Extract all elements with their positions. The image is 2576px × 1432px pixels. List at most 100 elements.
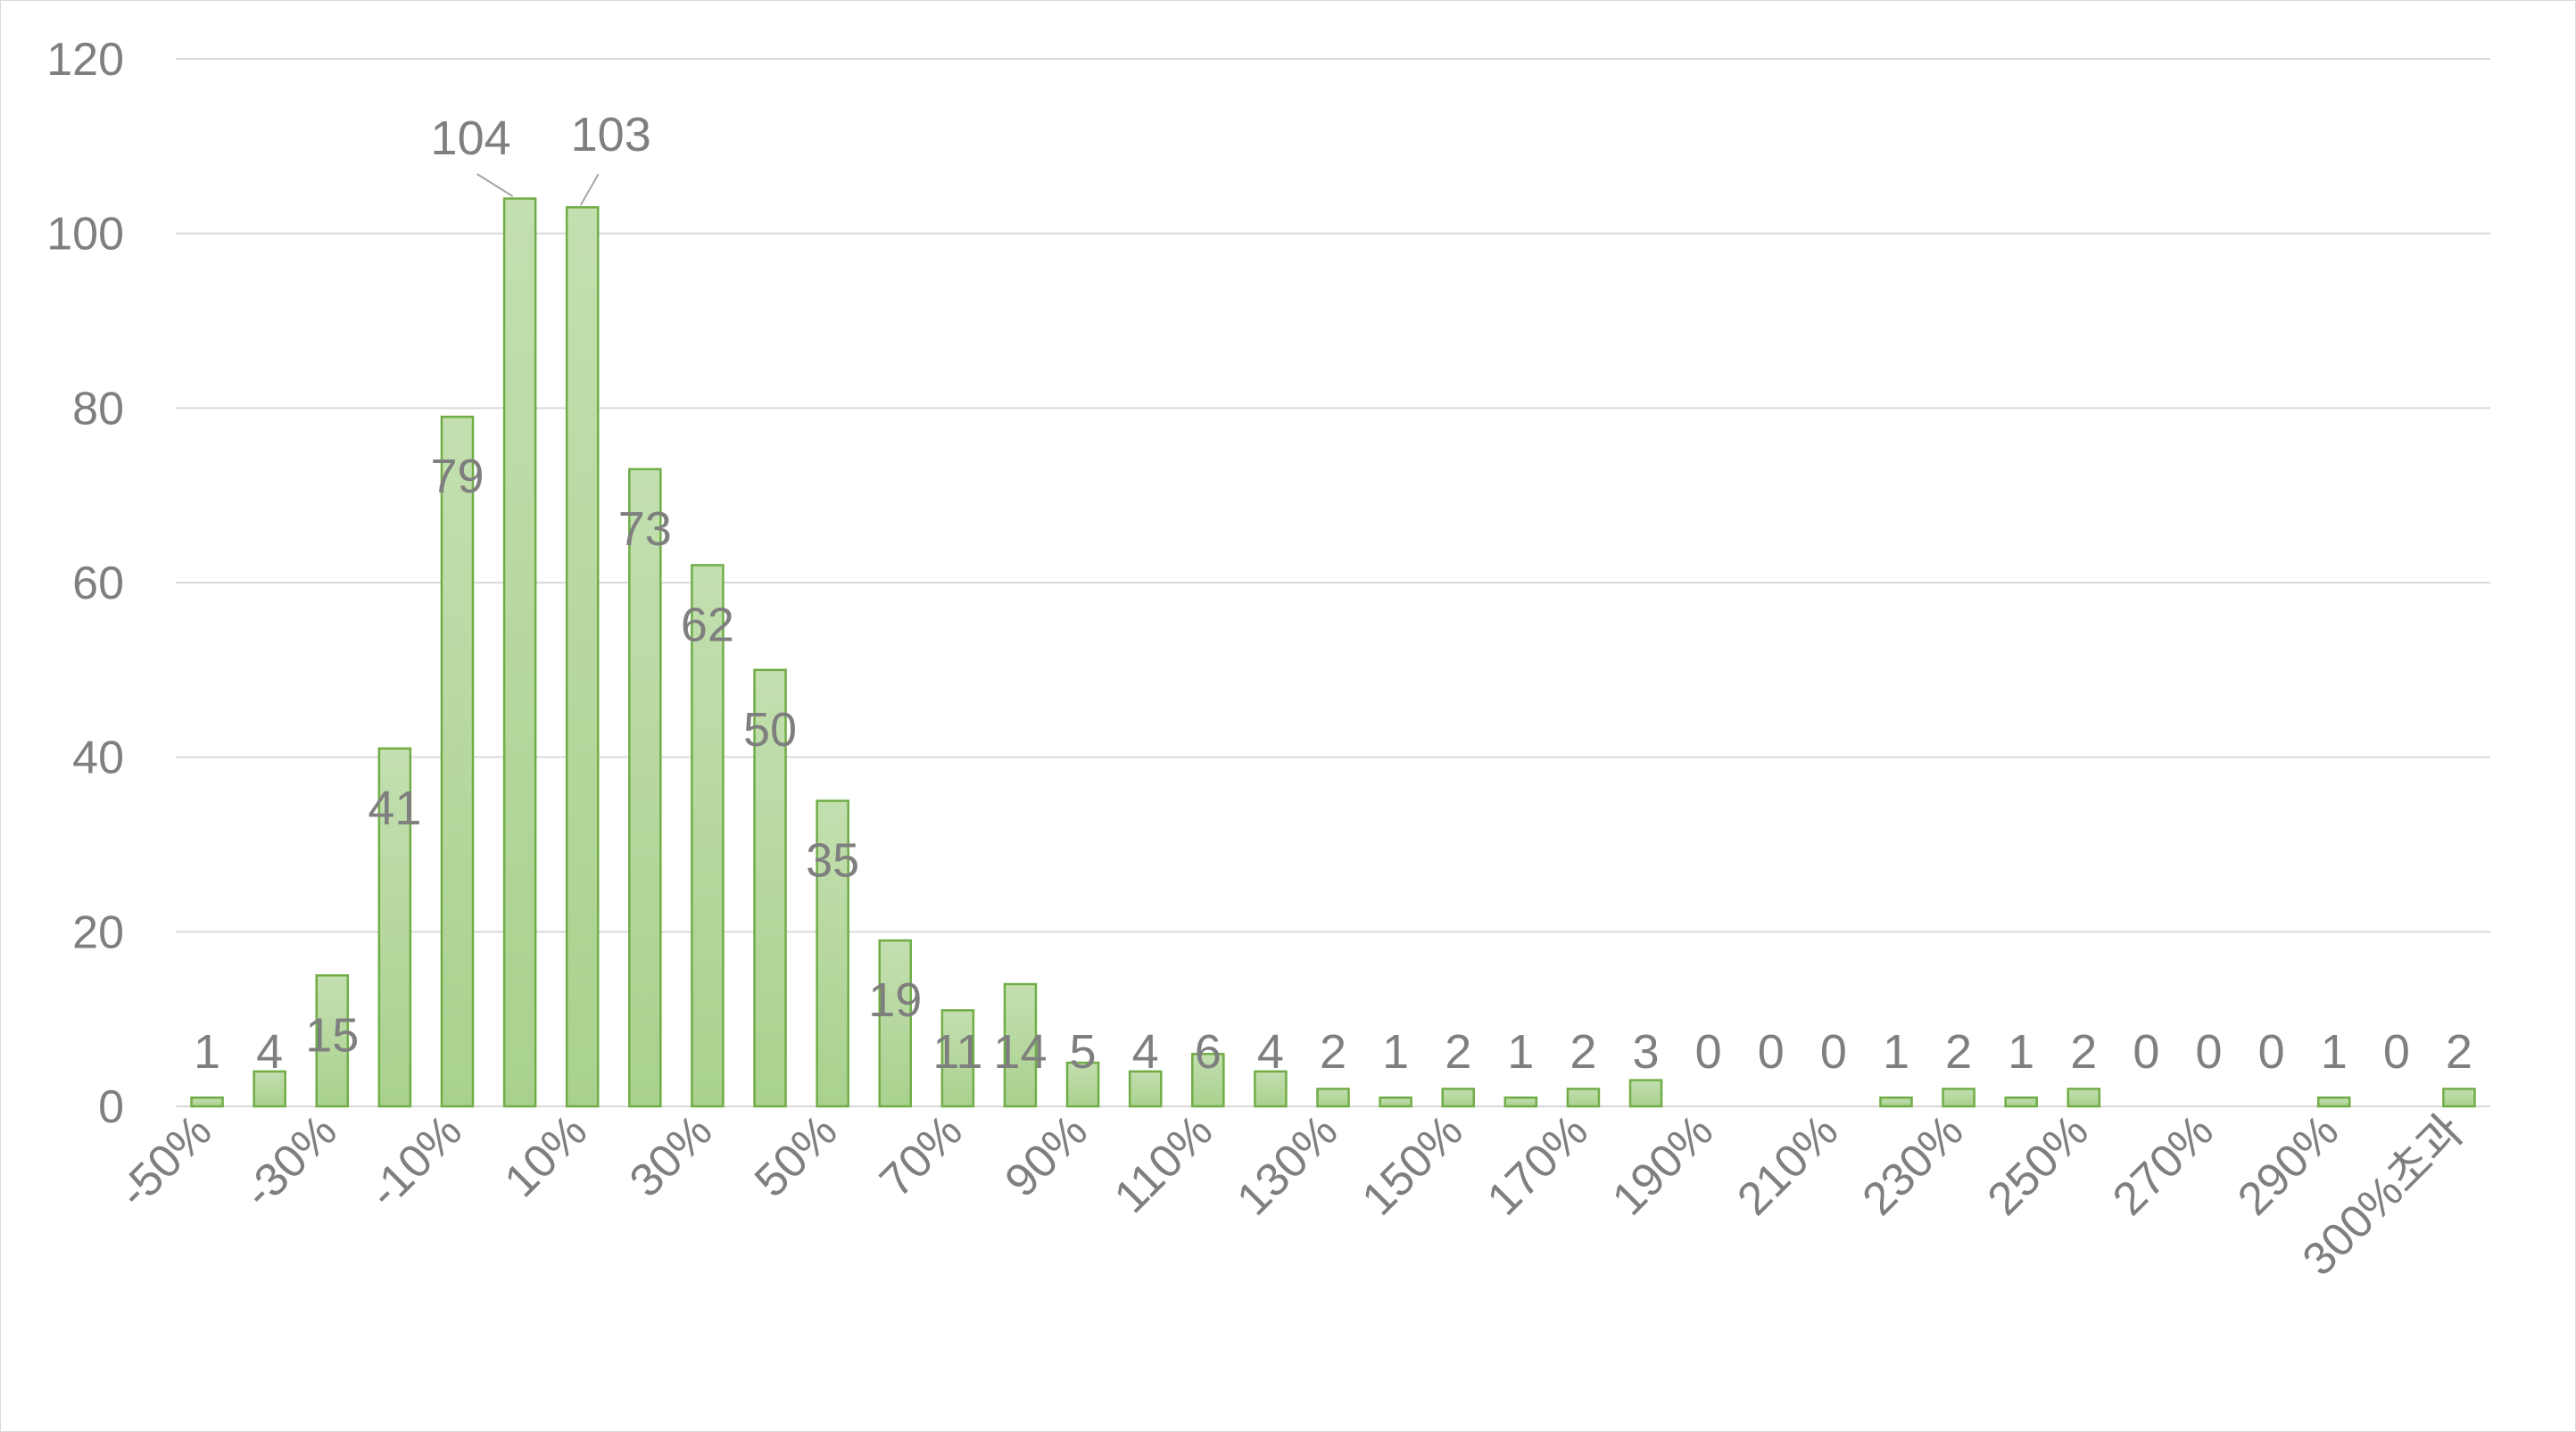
bar — [1065, 1061, 1100, 1108]
bar — [753, 668, 787, 1108]
data-label: 103 — [571, 108, 651, 161]
bar — [878, 939, 913, 1108]
bar — [1503, 1096, 1538, 1108]
y-tick-label: 100 — [46, 209, 124, 261]
bar — [1379, 1096, 1412, 1108]
gridlines — [176, 58, 2490, 1107]
x-tick-label: 290% — [2228, 1105, 2348, 1225]
x-tick-label: 210% — [1727, 1105, 1848, 1225]
x-tick-label: 250% — [1978, 1105, 2099, 1225]
data-label: 1 — [1382, 1025, 1409, 1079]
bar — [2316, 1096, 2351, 1108]
data-label: 1 — [1507, 1025, 1534, 1079]
bar — [502, 197, 537, 1108]
bar — [1566, 1088, 1601, 1108]
x-tick-label: -50% — [109, 1105, 222, 1218]
data-label: 5 — [1070, 1025, 1097, 1079]
bar — [253, 1070, 286, 1108]
leader-line — [476, 173, 514, 197]
data-label: 6 — [1195, 1025, 1222, 1079]
x-tick-label: 110% — [1105, 1105, 1222, 1222]
bar — [1316, 1088, 1350, 1108]
bar — [1128, 1070, 1163, 1108]
data-label: 50 — [743, 703, 797, 757]
x-tick-label: 50% — [745, 1105, 848, 1207]
bar — [1191, 1053, 1225, 1108]
y-tick-label: 40 — [72, 733, 124, 784]
x-tick-label: 150% — [1353, 1105, 1473, 1225]
bar — [691, 564, 725, 1108]
bar — [1441, 1088, 1475, 1108]
data-label: 104 — [431, 112, 511, 165]
x-tick-label: 170% — [1478, 1105, 1598, 1225]
data-label: 4 — [1257, 1025, 1284, 1079]
x-tick-label: 30% — [620, 1105, 723, 1207]
data-label: 2 — [1320, 1025, 1346, 1079]
y-tick-label: 80 — [72, 383, 124, 435]
data-label: 0 — [1820, 1025, 1847, 1079]
data-label: 1 — [2008, 1025, 2034, 1079]
data-label: 15 — [305, 1008, 359, 1062]
y-tick-label: 0 — [98, 1081, 124, 1133]
data-label: 2 — [1570, 1025, 1596, 1079]
data-label: 19 — [868, 973, 922, 1027]
bar — [1254, 1070, 1288, 1108]
data-label: 35 — [806, 834, 859, 888]
x-tick-label: 70% — [870, 1105, 973, 1207]
data-label: 0 — [2383, 1025, 2410, 1079]
data-label: 11 — [932, 1025, 982, 1079]
data-label: 4 — [1132, 1025, 1159, 1079]
bar — [628, 468, 662, 1108]
bar — [1003, 982, 1038, 1108]
x-tick-label: 190% — [1603, 1105, 1723, 1225]
bar — [2004, 1096, 2038, 1108]
bar — [1879, 1096, 1913, 1108]
data-label: 0 — [2258, 1025, 2285, 1079]
data-label: 2 — [1445, 1025, 1471, 1079]
bar — [2067, 1088, 2101, 1108]
bar — [2442, 1088, 2476, 1108]
x-tick-label: 90% — [995, 1105, 1097, 1207]
data-label: 62 — [681, 598, 734, 651]
x-tick-label: 270% — [2103, 1105, 2224, 1225]
data-label: 3 — [1633, 1025, 1660, 1079]
x-tick-label: 230% — [1853, 1105, 1974, 1225]
data-label: 79 — [430, 450, 484, 503]
data-label: 0 — [1758, 1025, 1785, 1079]
data-label: 14 — [993, 1025, 1047, 1079]
bar — [816, 799, 849, 1108]
data-label: 1 — [194, 1025, 220, 1079]
x-tick-label: -30% — [234, 1105, 347, 1218]
leader-line — [579, 173, 600, 206]
bar — [190, 1096, 224, 1108]
x-tick-label: -10% — [359, 1105, 472, 1218]
bar — [1942, 1088, 1975, 1108]
data-label: 73 — [618, 502, 672, 556]
bar — [377, 747, 412, 1108]
y-tick-label: 120 — [46, 34, 124, 86]
data-label: 1 — [1883, 1025, 1909, 1079]
data-label: 2 — [2446, 1025, 2472, 1079]
bars — [190, 197, 2476, 1108]
y-tick-label: 60 — [72, 558, 124, 609]
data-label: 4 — [256, 1025, 283, 1079]
x-tick-label: 130% — [1227, 1105, 1347, 1225]
y-axis-ticks: 0 20 40 60 80 100 120 — [46, 34, 124, 1133]
data-label: 41 — [368, 782, 421, 835]
data-label: 2 — [2070, 1025, 2097, 1079]
bar — [440, 415, 475, 1108]
y-tick-label: 20 — [72, 906, 124, 958]
bar — [565, 206, 600, 1108]
data-label: 0 — [2133, 1025, 2159, 1079]
bar — [315, 974, 350, 1108]
bar — [940, 1009, 975, 1108]
data-label: 2 — [1945, 1025, 1972, 1079]
bar — [1628, 1079, 1663, 1108]
data-label: 1 — [2321, 1025, 2348, 1079]
x-tick-label: 10% — [495, 1105, 598, 1207]
data-label: 0 — [2195, 1025, 2222, 1079]
x-axis-ticks: -50% -30% -10% 10% 30% 50% 70% 90% 110% 130% 150% 1… — [109, 1105, 2474, 1286]
